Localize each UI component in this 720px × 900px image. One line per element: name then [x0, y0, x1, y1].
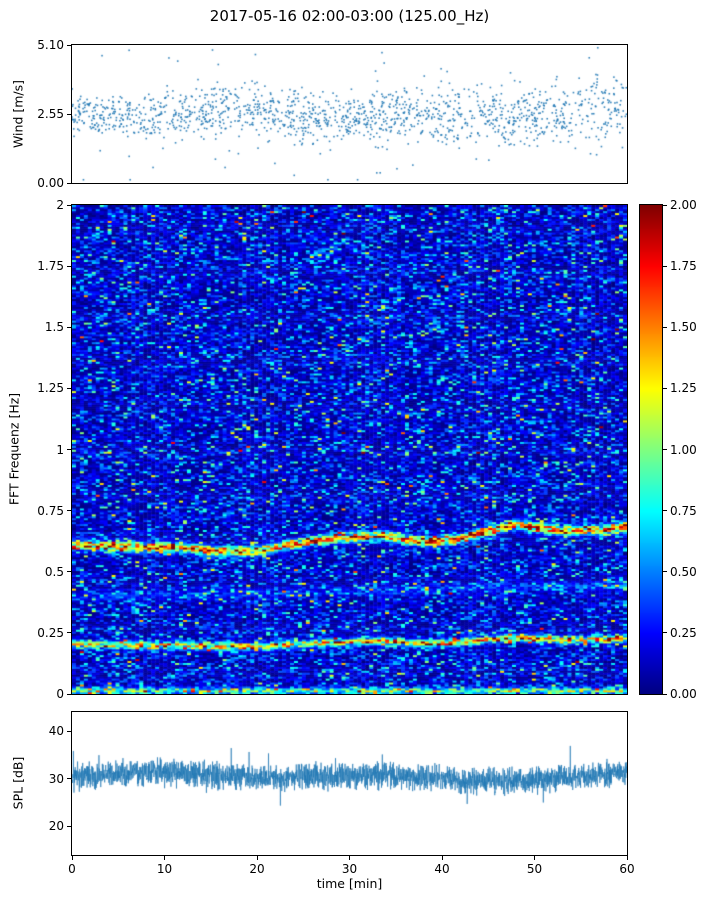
- y-tick-label: 0: [56, 687, 64, 701]
- x-tick-label: 0: [68, 862, 76, 876]
- y-tick-label: 0.25: [670, 625, 697, 640]
- y-tick-mark: [67, 730, 71, 732]
- x-tick-mark: [164, 856, 165, 860]
- y-tick-label: 1.5: [44, 320, 64, 335]
- spl-line-canvas: [71, 711, 628, 856]
- y-tick-label: 0.50: [670, 564, 697, 579]
- wind-scatter-canvas: [71, 44, 628, 184]
- y-tick-label: 40: [48, 724, 64, 739]
- y-tick-label: 1.50: [670, 320, 697, 335]
- x-tick-mark: [534, 856, 535, 860]
- figure-title: 2017-05-16 02:00-03:00 (125.00_Hz): [209, 7, 490, 25]
- y-tick-mark: [67, 182, 71, 184]
- y-tick-mark: [67, 693, 71, 695]
- y-tick-mark: [67, 113, 71, 115]
- y-tick-mark: [67, 510, 71, 512]
- x-tick-label: 30: [341, 862, 358, 876]
- x-tick-label: 20: [249, 862, 265, 876]
- y-tick-label: 1.25: [37, 381, 64, 396]
- x-tick-label: 50: [526, 862, 543, 876]
- y-tick-label: 30: [48, 771, 64, 786]
- y-tick-label: 0.00: [37, 176, 64, 190]
- y-tick-label: 2.00: [670, 198, 697, 212]
- y-tick-mark: [663, 326, 667, 328]
- x-tick-label: 10: [156, 862, 173, 876]
- y-tick-label: 20: [48, 819, 64, 834]
- x-tick-label: 60: [619, 862, 635, 876]
- x-tick-mark: [71, 856, 73, 860]
- x-axis-label: time [min]: [316, 876, 383, 891]
- y-tick-label: 1: [56, 442, 64, 457]
- y-tick-mark: [663, 204, 667, 206]
- y-tick-mark: [663, 387, 667, 389]
- y-tick-mark: [663, 265, 667, 267]
- y-tick-mark: [67, 387, 71, 389]
- y-tick-mark: [67, 265, 71, 267]
- y-tick-label: 1.25: [670, 381, 697, 396]
- x-tick-mark: [256, 856, 258, 860]
- colorbar: [639, 204, 663, 695]
- y-tick-label: 0.5: [44, 564, 64, 579]
- y-tick-label: 5.10: [37, 38, 64, 52]
- y-tick-label: 0.00: [670, 687, 697, 701]
- y-tick-mark: [663, 571, 667, 573]
- y-tick-mark: [663, 449, 667, 450]
- y-tick-mark: [67, 632, 71, 634]
- x-tick-label: 40: [434, 862, 450, 876]
- x-tick-mark: [349, 856, 350, 860]
- y-tick-label: 1.00: [670, 442, 697, 457]
- y-tick-mark: [67, 44, 71, 46]
- y-tick-mark: [67, 449, 71, 450]
- y-tick-mark: [67, 778, 71, 780]
- y-tick-mark: [663, 632, 667, 634]
- y-tick-label: 2.55: [37, 107, 64, 121]
- x-tick-mark: [626, 856, 628, 860]
- y-tick-label: 2: [56, 198, 64, 212]
- y-tick-label: 1.75: [37, 259, 64, 274]
- y-tick-label: 0.75: [670, 503, 697, 518]
- y-tick-label: 0.75: [37, 503, 64, 518]
- x-tick-mark: [441, 856, 443, 860]
- y-tick-label: 1.75: [670, 259, 697, 274]
- spectrogram-canvas: [71, 204, 628, 695]
- y-tick-mark: [663, 693, 667, 695]
- y-tick-mark: [67, 204, 71, 206]
- y-tick-mark: [67, 825, 71, 827]
- y-tick-mark: [663, 510, 667, 512]
- y-tick-mark: [67, 326, 71, 328]
- y-tick-label: 0.25: [37, 625, 64, 640]
- y-tick-mark: [67, 571, 71, 573]
